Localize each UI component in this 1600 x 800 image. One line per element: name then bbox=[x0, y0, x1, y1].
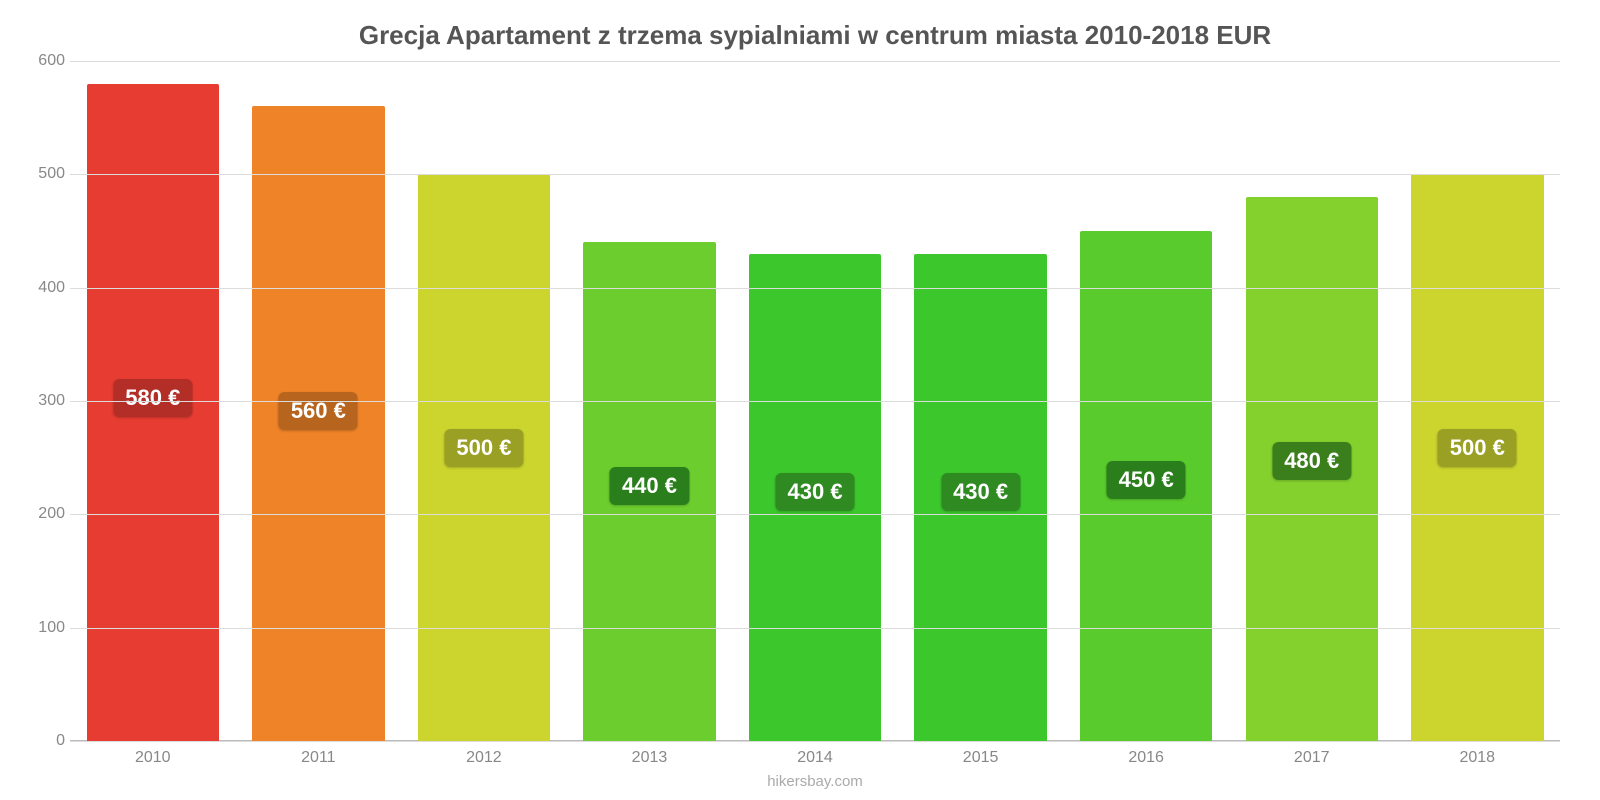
y-tick-label: 600 bbox=[25, 52, 65, 70]
y-tick-label: 200 bbox=[25, 505, 65, 523]
y-tick-label: 400 bbox=[25, 279, 65, 297]
chart-container: Grecja Apartament z trzema sypialniami w… bbox=[0, 0, 1600, 800]
chart-title: Grecja Apartament z trzema sypialniami w… bbox=[70, 20, 1560, 51]
chart-footer: hikersbay.com bbox=[70, 773, 1560, 790]
gridline bbox=[70, 514, 1560, 515]
bar-value-label: 450 € bbox=[1107, 461, 1186, 499]
gridline bbox=[70, 174, 1560, 175]
bar-value-label: 560 € bbox=[279, 392, 358, 430]
y-tick-label: 100 bbox=[25, 619, 65, 637]
x-tick-label: 2013 bbox=[567, 749, 733, 767]
gridline bbox=[70, 628, 1560, 629]
y-tick-label: 300 bbox=[25, 392, 65, 410]
y-tick-label: 500 bbox=[25, 165, 65, 183]
y-tick-label: 0 bbox=[25, 732, 65, 750]
bar-value-label: 500 € bbox=[1438, 429, 1517, 467]
bar-value-label: 480 € bbox=[1272, 442, 1351, 480]
x-tick-label: 2015 bbox=[898, 749, 1064, 767]
bar: 580 € bbox=[87, 84, 219, 741]
bar: 480 € bbox=[1246, 197, 1378, 741]
x-tick-label: 2016 bbox=[1063, 749, 1229, 767]
gridline bbox=[70, 741, 1560, 742]
bar: 500 € bbox=[418, 174, 550, 741]
x-tick-label: 2012 bbox=[401, 749, 567, 767]
bar: 430 € bbox=[914, 254, 1046, 741]
x-tick-label: 2011 bbox=[236, 749, 402, 767]
bar: 430 € bbox=[749, 254, 881, 741]
bar: 450 € bbox=[1080, 231, 1212, 741]
plot-area: 580 € 560 € 500 € 440 € 430 € 430 € 450 € 480 €… bbox=[70, 61, 1560, 741]
x-tick-label: 2018 bbox=[1395, 749, 1561, 767]
gridline bbox=[70, 61, 1560, 62]
bar-value-label: 580 € bbox=[113, 379, 192, 417]
x-axis-labels: 201020112012201320142015201620172018 bbox=[70, 749, 1560, 767]
x-tick-label: 2017 bbox=[1229, 749, 1395, 767]
bar-value-label: 430 € bbox=[776, 473, 855, 511]
bar-value-label: 440 € bbox=[610, 467, 689, 505]
gridline bbox=[70, 288, 1560, 289]
bar-value-label: 430 € bbox=[941, 473, 1020, 511]
bar-value-label: 500 € bbox=[444, 429, 523, 467]
gridline bbox=[70, 401, 1560, 402]
x-tick-label: 2010 bbox=[70, 749, 236, 767]
bar: 500 € bbox=[1411, 174, 1543, 741]
bar: 440 € bbox=[583, 242, 715, 741]
x-tick-label: 2014 bbox=[732, 749, 898, 767]
bar: 560 € bbox=[252, 106, 384, 741]
